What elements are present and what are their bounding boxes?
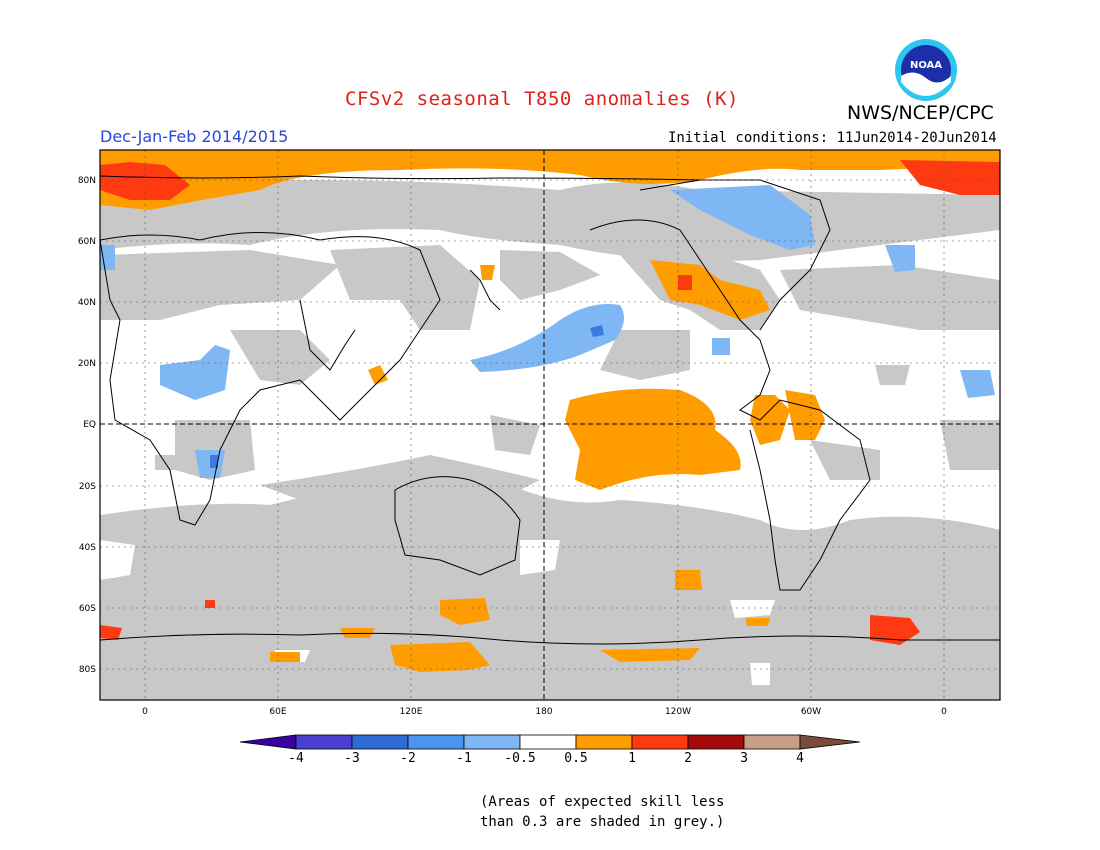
- colorbar-label: -3: [344, 751, 360, 766]
- longitude-labels: 0 60E 120E 180 120W 60W 0: [142, 707, 947, 717]
- colorbar-arrow-left: [239, 734, 297, 750]
- strong-cool-anomaly-regions: [210, 325, 604, 468]
- colorbar-label: 4: [796, 751, 804, 766]
- lat-label: 80N: [78, 176, 96, 186]
- colorbar-swatch: [687, 734, 745, 750]
- lat-label: 40N: [78, 298, 96, 308]
- colorbar-swatch: [463, 734, 521, 750]
- colorbar-label: -0.5: [504, 751, 536, 766]
- noaa-logo-icon: NOAA: [895, 39, 957, 101]
- lon-label: 0: [142, 707, 148, 717]
- latitude-labels: 80N 60N 40N 20N EQ 20S 40S 60S 80S: [78, 176, 96, 675]
- colorbar-label: 0.5: [564, 751, 588, 766]
- colorbar-swatch: [519, 734, 577, 750]
- lat-label: 60N: [78, 237, 96, 247]
- reference-lines: [100, 150, 1000, 700]
- colorbar: [239, 734, 861, 750]
- lat-label: 60S: [79, 604, 96, 614]
- organization-label: NWS/NCEP/CPC: [847, 102, 994, 124]
- colorbar-arrow-right: [799, 734, 861, 750]
- lon-label: 0: [941, 707, 947, 717]
- lat-label: 80S: [79, 665, 96, 675]
- skill-footnote: (Areas of expected skill less than 0.3 a…: [480, 792, 724, 832]
- colorbar-label: -4: [288, 751, 304, 766]
- lon-label: 60W: [801, 707, 821, 717]
- colorbar-swatch: [575, 734, 633, 750]
- colorbar-swatch: [631, 734, 689, 750]
- colorbar-label: -1: [456, 751, 472, 766]
- initial-conditions-label: Initial conditions: 11Jun2014-20Jun2014: [668, 130, 997, 146]
- footnote-line: (Areas of expected skill less: [480, 794, 725, 810]
- footnote-line: than 0.3 are shaded in grey.): [480, 814, 725, 830]
- lat-label: EQ: [83, 420, 96, 430]
- logo-text: NOAA: [910, 60, 942, 71]
- colorbar-swatch: [407, 734, 465, 750]
- lon-label: 120W: [665, 707, 691, 717]
- lon-label: 60E: [269, 707, 286, 717]
- lat-label: 40S: [79, 543, 96, 553]
- graticule: [100, 150, 1000, 700]
- colorbar-swatch: [743, 734, 801, 750]
- coastlines: [99, 175, 1000, 645]
- lon-label: 180: [535, 707, 552, 717]
- lat-label: 20S: [79, 482, 96, 492]
- season-label: Dec-Jan-Feb 2014/2015: [100, 127, 289, 146]
- colorbar-label: -2: [400, 751, 416, 766]
- map-frame: [99, 149, 1001, 701]
- chart-title: CFSv2 seasonal T850 anomalies (K): [345, 88, 739, 110]
- lon-label: 120E: [400, 707, 423, 717]
- lat-label: 20N: [78, 359, 96, 369]
- colorbar-label: 2: [684, 751, 692, 766]
- colorbar-swatch: [295, 734, 353, 750]
- colorbar-swatch: [351, 734, 409, 750]
- colorbar-label: 1: [628, 751, 636, 766]
- low-skill-shading: [100, 180, 1000, 700]
- colorbar-label: 3: [740, 751, 748, 766]
